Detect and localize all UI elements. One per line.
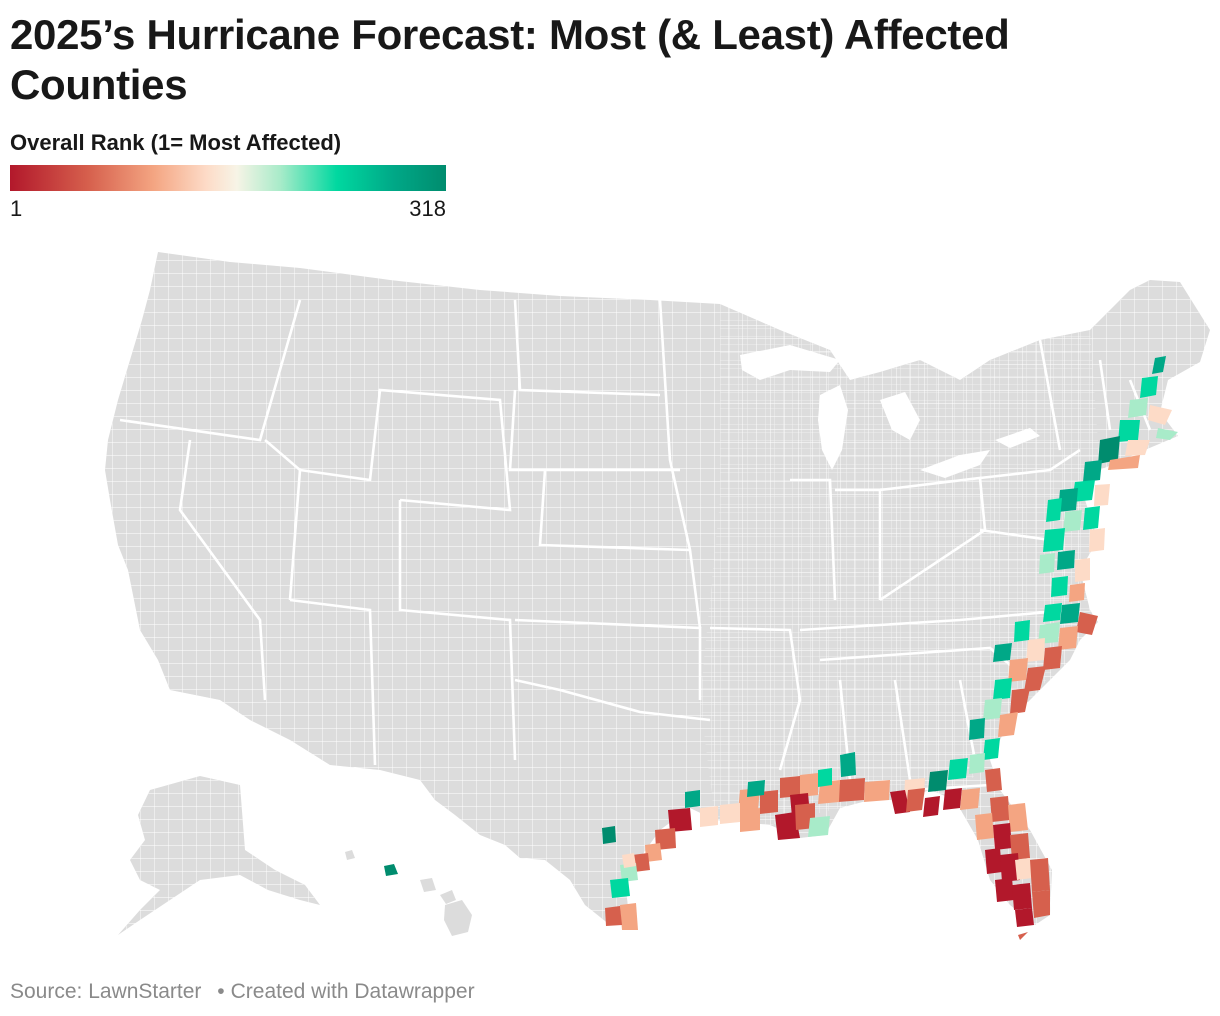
legend-color-scale: [10, 165, 446, 191]
footer: Source: LawnStarter • Created with Datawr…: [10, 980, 475, 1004]
separator-dot: •: [217, 980, 225, 1003]
alaska: [118, 776, 320, 935]
source-credit: Source: LawnStarter: [10, 980, 202, 1003]
datawrapper-credit[interactable]: Created with Datawrapper: [230, 980, 475, 1003]
ranked-counties[interactable]: [602, 356, 1178, 940]
legend-title: Overall Rank (1= Most Affected): [10, 130, 342, 155]
contiguous-us: [105, 252, 1210, 925]
chart-title: 2025’s Hurricane Forecast: Most (& Least…: [10, 11, 1010, 108]
hawaii: [345, 850, 472, 936]
legend-min-label: 1: [10, 196, 23, 221]
us-county-map[interactable]: [0, 230, 1220, 950]
hawaii-county-highlight: [384, 864, 398, 876]
legend-max-label: 318: [409, 196, 446, 221]
